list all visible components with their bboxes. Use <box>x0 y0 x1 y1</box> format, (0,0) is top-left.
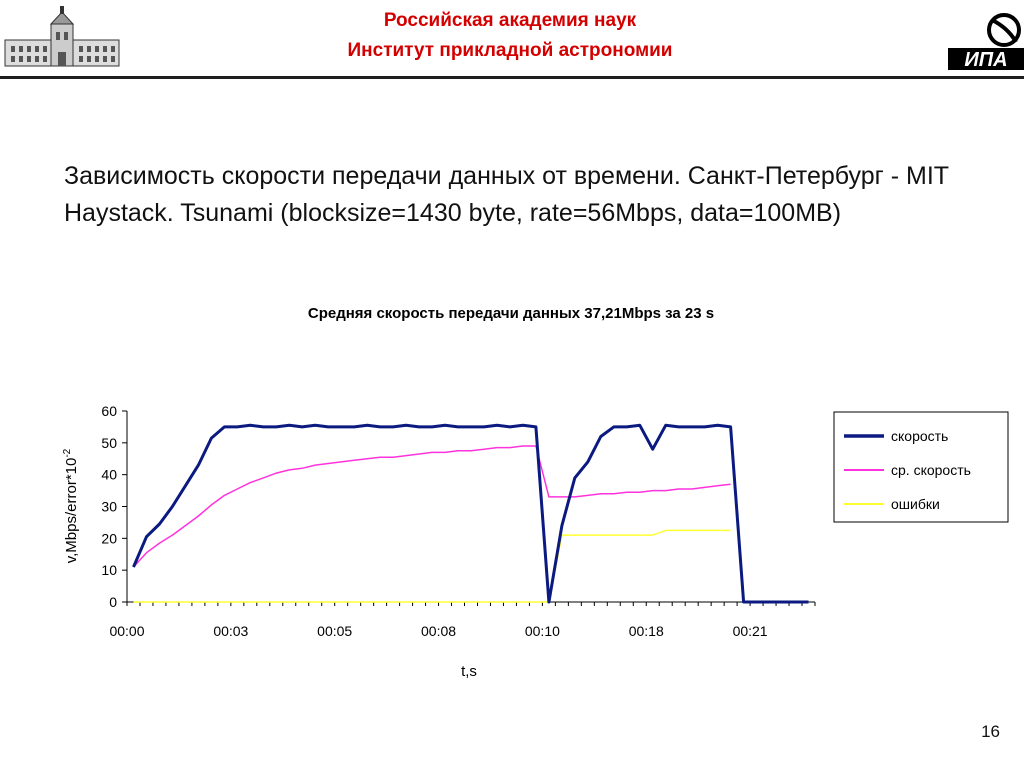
x-tick-label: 00:00 <box>109 623 144 639</box>
series-line-2 <box>133 529 731 603</box>
y-tick-label: 30 <box>101 499 117 515</box>
x-tick-label: 00:05 <box>317 623 352 639</box>
x-axis-label: t,s <box>461 663 477 680</box>
y-tick-label: 40 <box>101 467 117 483</box>
legend-label-2: ошибки <box>891 496 940 512</box>
slide-title: Зависимость скорости передачи данных от … <box>64 162 949 227</box>
chart-series <box>132 423 809 604</box>
x-tick-label: 00:21 <box>733 623 768 639</box>
org-line-2: Институт прикладной астрономии <box>347 40 673 61</box>
x-tick-label: 00:18 <box>629 623 664 639</box>
ipa-logo: ИПА <box>948 13 1024 71</box>
chart-axes: 0 10 20 30 40 50 60 00:00 00:03 00:05 00:08 00:10 00… <box>101 403 816 639</box>
x-tick-label: 00:10 <box>525 623 560 639</box>
y-tick-label: 0 <box>109 594 117 610</box>
y-tick-label: 60 <box>101 403 117 419</box>
legend-label-0: скорость <box>891 428 948 444</box>
svg-text:ИПА: ИПА <box>964 49 1007 71</box>
y-tick-label: 50 <box>101 435 117 451</box>
x-tick-label: 00:03 <box>213 623 248 639</box>
y-axis-label: v,Mbps/error*10-2 <box>62 448 80 563</box>
academy-building-logo <box>4 6 120 67</box>
header-divider <box>0 76 1024 79</box>
org-line-1: Российская академия наук <box>383 10 637 31</box>
chart-title: Средняя скорость передачи данных 37,21Mb… <box>308 305 714 322</box>
legend-label-1: ср. скорость <box>891 462 971 478</box>
y-tick-label: 10 <box>101 562 117 578</box>
page-number: 16 <box>981 722 1000 741</box>
x-tick-label: 00:08 <box>421 623 456 639</box>
chart-legend: скорость ср. скорость ошибки <box>833 411 1009 523</box>
series-line-0 <box>132 423 809 604</box>
series-line-1 <box>132 445 731 568</box>
y-tick-label: 20 <box>101 530 117 546</box>
